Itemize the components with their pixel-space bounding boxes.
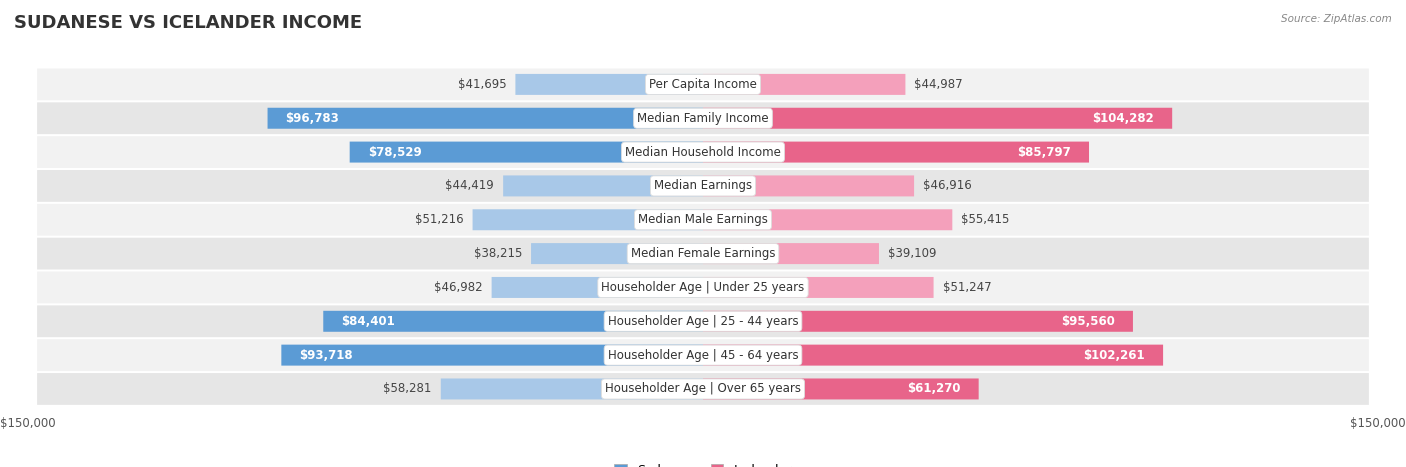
FancyBboxPatch shape: [37, 69, 1369, 100]
Text: Median Household Income: Median Household Income: [626, 146, 780, 159]
Text: $78,529: $78,529: [368, 146, 422, 159]
Text: $51,247: $51,247: [942, 281, 991, 294]
FancyBboxPatch shape: [37, 271, 1369, 304]
Text: $46,982: $46,982: [434, 281, 482, 294]
FancyBboxPatch shape: [703, 311, 1133, 332]
Text: Median Male Earnings: Median Male Earnings: [638, 213, 768, 226]
FancyBboxPatch shape: [703, 176, 914, 197]
Text: Householder Age | Under 25 years: Householder Age | Under 25 years: [602, 281, 804, 294]
FancyBboxPatch shape: [503, 176, 703, 197]
FancyBboxPatch shape: [703, 378, 979, 399]
FancyBboxPatch shape: [37, 305, 1369, 337]
Text: $55,415: $55,415: [962, 213, 1010, 226]
FancyBboxPatch shape: [281, 345, 703, 366]
Text: Householder Age | Over 65 years: Householder Age | Over 65 years: [605, 382, 801, 396]
FancyBboxPatch shape: [37, 136, 1369, 168]
FancyBboxPatch shape: [703, 345, 1163, 366]
FancyBboxPatch shape: [37, 204, 1369, 236]
Text: $41,695: $41,695: [458, 78, 506, 91]
Text: $44,419: $44,419: [446, 179, 494, 192]
Text: $84,401: $84,401: [342, 315, 395, 328]
FancyBboxPatch shape: [703, 277, 934, 298]
Text: Median Family Income: Median Family Income: [637, 112, 769, 125]
FancyBboxPatch shape: [703, 243, 879, 264]
Text: $61,270: $61,270: [907, 382, 960, 396]
FancyBboxPatch shape: [516, 74, 703, 95]
Text: Per Capita Income: Per Capita Income: [650, 78, 756, 91]
Text: $58,281: $58,281: [384, 382, 432, 396]
Text: Householder Age | 45 - 64 years: Householder Age | 45 - 64 years: [607, 349, 799, 361]
FancyBboxPatch shape: [472, 209, 703, 230]
Text: $93,718: $93,718: [299, 349, 353, 361]
Legend: Sudanese, Icelander: Sudanese, Icelander: [609, 459, 797, 467]
FancyBboxPatch shape: [531, 243, 703, 264]
FancyBboxPatch shape: [37, 170, 1369, 202]
Text: $38,215: $38,215: [474, 247, 522, 260]
Text: Source: ZipAtlas.com: Source: ZipAtlas.com: [1281, 14, 1392, 24]
FancyBboxPatch shape: [37, 102, 1369, 134]
Text: $51,216: $51,216: [415, 213, 464, 226]
Text: Householder Age | 25 - 44 years: Householder Age | 25 - 44 years: [607, 315, 799, 328]
FancyBboxPatch shape: [703, 209, 952, 230]
FancyBboxPatch shape: [703, 142, 1090, 163]
Text: Median Female Earnings: Median Female Earnings: [631, 247, 775, 260]
Text: $44,987: $44,987: [914, 78, 963, 91]
Text: $46,916: $46,916: [924, 179, 972, 192]
FancyBboxPatch shape: [323, 311, 703, 332]
FancyBboxPatch shape: [703, 74, 905, 95]
Text: $95,560: $95,560: [1062, 315, 1115, 328]
FancyBboxPatch shape: [441, 378, 703, 399]
FancyBboxPatch shape: [37, 373, 1369, 405]
Text: $96,783: $96,783: [285, 112, 339, 125]
FancyBboxPatch shape: [37, 339, 1369, 371]
FancyBboxPatch shape: [350, 142, 703, 163]
FancyBboxPatch shape: [267, 108, 703, 129]
Text: $85,797: $85,797: [1018, 146, 1071, 159]
FancyBboxPatch shape: [703, 108, 1173, 129]
FancyBboxPatch shape: [492, 277, 703, 298]
Text: $102,261: $102,261: [1084, 349, 1144, 361]
Text: Median Earnings: Median Earnings: [654, 179, 752, 192]
Text: SUDANESE VS ICELANDER INCOME: SUDANESE VS ICELANDER INCOME: [14, 14, 363, 32]
Text: $104,282: $104,282: [1092, 112, 1154, 125]
Text: $39,109: $39,109: [889, 247, 936, 260]
FancyBboxPatch shape: [37, 238, 1369, 269]
